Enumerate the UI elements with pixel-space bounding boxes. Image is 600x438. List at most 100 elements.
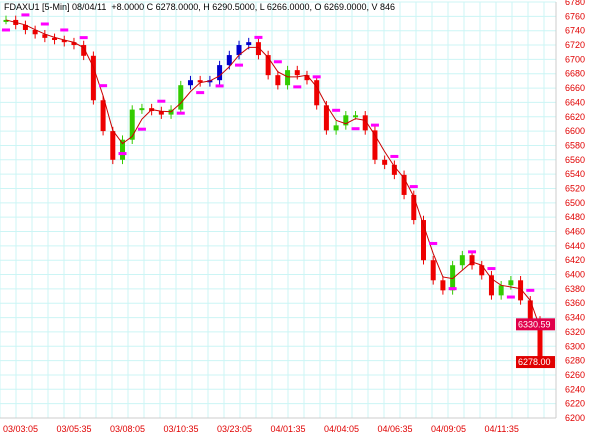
x-tick-label: 04/09:05: [431, 424, 466, 434]
candle-body: [479, 265, 485, 276]
y-tick-label: 6300: [565, 341, 585, 351]
candle-body: [139, 108, 145, 111]
candle-body: [450, 265, 456, 291]
signal-dot: [235, 63, 244, 67]
signal-dot: [40, 22, 49, 26]
signal-dot: [526, 288, 535, 292]
y-tick-label: 6320: [565, 327, 585, 337]
candle-body: [61, 40, 67, 43]
candle-body: [3, 19, 9, 22]
signal-dot: [60, 28, 69, 32]
candle-body: [362, 115, 368, 131]
candle-body: [488, 275, 494, 296]
signal-dot: [137, 127, 146, 131]
y-tick-label: 6240: [565, 384, 585, 394]
candle-body: [197, 80, 203, 83]
candle-body: [158, 111, 164, 115]
candle-body: [294, 70, 300, 76]
candle-body: [90, 55, 96, 101]
candle-body: [52, 37, 58, 41]
y-tick-label: 6420: [565, 255, 585, 265]
signal-dot: [118, 152, 127, 156]
y-tick-label: 6720: [565, 40, 585, 50]
y-tick-label: 6620: [565, 112, 585, 122]
candle-body: [343, 115, 349, 126]
moving-average-line: [5, 19, 541, 328]
y-tick-label: 6380: [565, 284, 585, 294]
signal-dot: [351, 127, 360, 131]
candle-body: [236, 45, 242, 56]
signal-dot: [448, 287, 457, 291]
y-tick-label: 6200: [565, 413, 585, 423]
signal-dot: [196, 91, 205, 95]
y-tick-label: 6700: [565, 54, 585, 64]
candle-body: [129, 109, 135, 140]
candle-body: [323, 105, 329, 131]
candle-body: [353, 115, 359, 118]
signal-dot: [370, 123, 379, 127]
price-tag: [516, 356, 555, 369]
y-tick-label: 6220: [565, 399, 585, 409]
candle-body: [459, 255, 465, 266]
y-tick-label: 6560: [565, 155, 585, 165]
signal-dot: [79, 36, 88, 40]
y-tick-label: 6340: [565, 313, 585, 323]
y-tick-label: 6780: [565, 0, 585, 7]
candle-body: [255, 42, 261, 56]
candle-body: [430, 260, 436, 281]
signal-dot: [215, 84, 224, 88]
price-tag-label: 6330.59: [518, 319, 551, 329]
x-tick-label: 03/05:35: [57, 424, 92, 434]
signal-dot: [390, 154, 399, 158]
candle-body: [372, 130, 378, 160]
candle-body: [411, 194, 417, 221]
signal-dot: [506, 295, 515, 299]
candle-body: [226, 55, 232, 66]
candle-body: [391, 164, 397, 175]
candle-body: [71, 42, 77, 46]
x-tick-label: 03/10:35: [164, 424, 199, 434]
candle-body: [187, 80, 193, 86]
signal-dot: [157, 99, 166, 103]
signal-dot: [293, 85, 302, 89]
candle-body: [22, 24, 28, 30]
candle-body: [508, 280, 514, 286]
y-tick-label: 6400: [565, 270, 585, 280]
candle-body: [100, 100, 106, 132]
candle-body: [498, 285, 504, 296]
y-tick-label: 6260: [565, 370, 585, 380]
y-tick-label: 6600: [565, 126, 585, 136]
signal-dot: [487, 267, 496, 271]
signal-dot: [273, 60, 282, 64]
y-tick-label: 6580: [565, 140, 585, 150]
y-tick-label: 6500: [565, 198, 585, 208]
x-tick-label: 04/01:35: [271, 424, 306, 434]
candle-body: [110, 131, 116, 160]
candle-body: [314, 80, 320, 106]
candle-body: [42, 34, 48, 38]
candle-body: [469, 255, 475, 266]
candle-body: [120, 139, 126, 160]
candle-body: [527, 300, 533, 321]
signal-dot: [429, 241, 438, 245]
candle-body: [304, 75, 310, 81]
signal-dot: [254, 35, 263, 39]
price-tag: [516, 318, 555, 331]
x-tick-label: 04/11:35: [485, 424, 519, 434]
candle-body: [382, 159, 388, 165]
y-tick-label: 6640: [565, 97, 585, 107]
y-tick-label: 6680: [565, 69, 585, 79]
candle-body: [275, 75, 281, 86]
x-tick-label: 04/06:35: [378, 424, 413, 434]
y-tick-label: 6360: [565, 298, 585, 308]
y-tick-label: 6760: [565, 11, 585, 21]
y-tick-label: 6540: [565, 169, 585, 179]
y-tick-label: 6520: [565, 183, 585, 193]
signal-dot: [332, 108, 341, 112]
signal-dot: [176, 111, 185, 115]
candle-body: [537, 320, 543, 363]
signal-dot: [312, 75, 321, 79]
y-tick-label: 6480: [565, 212, 585, 222]
